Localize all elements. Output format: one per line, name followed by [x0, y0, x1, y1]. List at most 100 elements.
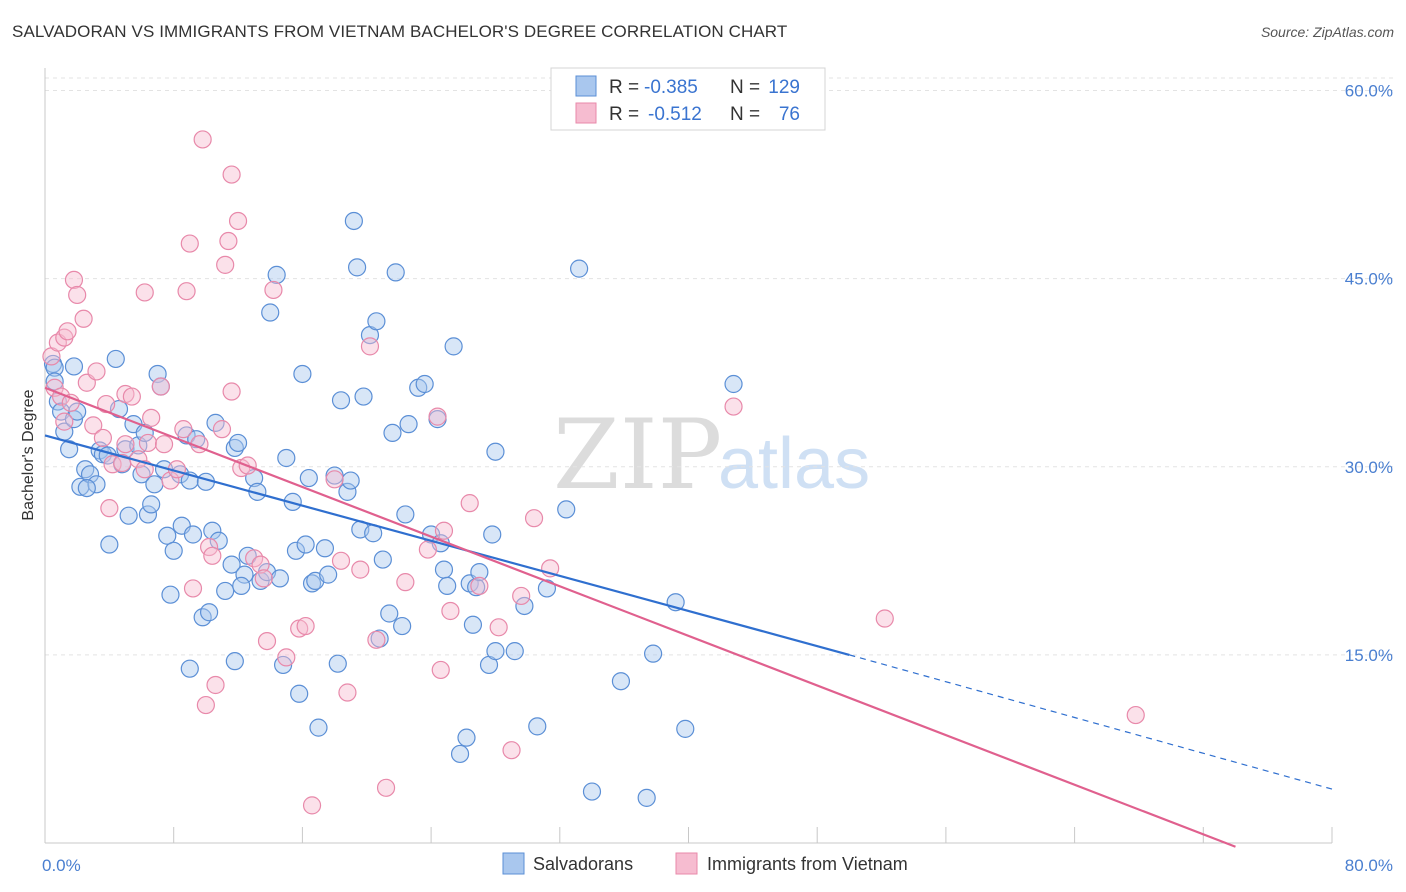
legend-r-value-1: -0.385 — [644, 77, 698, 98]
vietnam-point — [196, 695, 215, 715]
vietnam-point — [161, 471, 180, 490]
vietnam-point — [428, 407, 447, 426]
salvadorans-point — [386, 263, 405, 282]
vietnam-point — [74, 309, 93, 328]
salvadorans-point — [145, 475, 164, 494]
vietnam-point — [135, 283, 154, 302]
vietnam-point — [277, 648, 296, 667]
salvadorans-point — [399, 415, 418, 434]
legend-swatch-vietnam — [575, 102, 597, 124]
salvadorans-point — [486, 442, 505, 461]
salvadorans-point — [87, 475, 106, 494]
series-legend: Salvadorans Immigrants from Vietnam — [502, 852, 908, 875]
salvadorans-point — [164, 541, 183, 560]
salvadorans-point — [396, 505, 415, 524]
legend-r-value-2: -0.512 — [648, 104, 702, 125]
vietnam-point — [193, 130, 212, 149]
vietnam-point — [296, 616, 315, 636]
salvadorans-point — [315, 539, 335, 558]
vietnam-point — [302, 796, 322, 815]
salvadorans-point — [270, 569, 289, 588]
salvadorans-point — [183, 525, 203, 544]
salvadorans-point — [138, 505, 158, 524]
salvadorans-point — [319, 565, 338, 584]
vietnam-point — [93, 428, 113, 448]
vietnam-point — [216, 255, 235, 274]
salvadorans-point — [225, 438, 244, 458]
vietnam-point — [724, 397, 743, 416]
salvadorans-point — [106, 349, 125, 369]
vietnam-point — [875, 609, 894, 628]
salvadorans-point — [286, 541, 306, 560]
vietnam-point — [206, 675, 225, 695]
salvadorans-point — [222, 555, 241, 574]
vietnam-point — [203, 546, 222, 565]
salvadorans-point — [505, 642, 524, 661]
salvadorans-point — [225, 652, 244, 671]
salvadorans-point — [64, 357, 84, 376]
axis-layer — [44, 68, 1333, 844]
vietnam-point — [254, 569, 273, 588]
bottom-legend-label-vietnam: Immigrants from Vietnam — [707, 854, 908, 874]
legend-swatch-salvadorans — [575, 75, 597, 97]
salvadorans-point — [158, 526, 177, 545]
salvadorans-point — [557, 500, 576, 519]
salvadorans-point — [528, 717, 547, 736]
vietnam-point — [396, 573, 415, 592]
salvadorans-trend-line — [44, 434, 850, 656]
salvadorans-point — [644, 644, 663, 663]
salvadorans-point — [344, 211, 363, 231]
salvadorans-point — [570, 259, 589, 278]
chart-title: SALVADORAN VS IMMIGRANTS FROM VIETNAM BA… — [12, 22, 788, 41]
vietnam-point — [135, 460, 154, 479]
salvadorans-trend-extension — [849, 654, 1333, 790]
salvadorans-point — [45, 358, 64, 377]
salvadorans-point — [338, 482, 357, 501]
salvadorans-point — [132, 465, 151, 484]
salvadorans-point — [180, 659, 199, 678]
salvadorans-point — [438, 576, 457, 596]
legend-n-value-2: 76 — [779, 104, 800, 125]
bottom-legend-swatch-salvadorans — [502, 852, 525, 875]
salvadorans-point — [483, 525, 502, 544]
vietnam-point — [138, 433, 158, 453]
x-tick-label-min: 0.0% — [42, 856, 81, 875]
salvadorans-point — [347, 258, 367, 277]
legend-n-label-1: N = — [730, 77, 760, 98]
stats-legend-box — [550, 67, 826, 131]
vietnam-point — [177, 282, 196, 301]
salvadorans-point — [373, 550, 392, 569]
salvadorans-point — [393, 616, 412, 636]
vietnam-point — [360, 337, 380, 356]
vietnam-point — [222, 165, 241, 184]
vietnam-point — [502, 741, 521, 760]
vietnam-point — [87, 362, 106, 381]
salvadorans-point — [341, 471, 360, 490]
salvadorans-point — [161, 585, 180, 604]
vietnam-point — [367, 630, 386, 649]
source-credit: Source: ZipAtlas.com — [1260, 24, 1394, 40]
vietnam-point — [64, 270, 84, 290]
vietnam-point — [97, 394, 116, 414]
salvadorans-point — [228, 433, 248, 453]
salvadorans-point — [582, 782, 602, 801]
vietnam-point — [376, 778, 396, 797]
watermark-zip: ZIP — [553, 399, 722, 511]
vietnam-point — [512, 586, 531, 606]
y-tick-label: 30.0% — [1345, 458, 1393, 477]
salvadorans-point — [676, 719, 695, 738]
salvadorans-point — [434, 560, 454, 579]
salvadorans-point — [293, 364, 312, 384]
salvadorans-point — [444, 337, 463, 356]
vietnam-point — [257, 631, 277, 651]
vietnam-point — [470, 576, 489, 596]
salvadorans-point — [309, 718, 328, 737]
vietnam-point — [1126, 705, 1145, 725]
salvadorans-point — [457, 728, 476, 747]
salvadorans-point — [611, 672, 631, 691]
salvadorans-point — [232, 576, 251, 596]
y-tick-label: 60.0% — [1345, 82, 1393, 101]
salvadorans-point — [267, 265, 286, 284]
series-salvadorans-points — [43, 211, 743, 807]
